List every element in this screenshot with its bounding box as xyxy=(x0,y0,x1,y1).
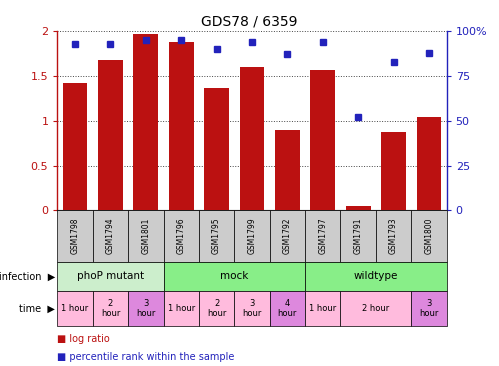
Bar xyxy=(199,210,235,262)
Text: wildtype: wildtype xyxy=(354,271,398,281)
Bar xyxy=(164,262,305,291)
Bar xyxy=(57,291,93,326)
Bar xyxy=(204,89,229,210)
Bar xyxy=(240,67,264,210)
Bar xyxy=(269,291,305,326)
Text: GSM1799: GSM1799 xyxy=(248,218,256,254)
Text: time  ▶: time ▶ xyxy=(19,303,55,313)
Text: GSM1800: GSM1800 xyxy=(425,218,434,254)
Bar xyxy=(235,210,269,262)
Text: 3
hour: 3 hour xyxy=(419,299,439,318)
Bar xyxy=(128,210,164,262)
Text: GDS78 / 6359: GDS78 / 6359 xyxy=(201,15,298,29)
Bar xyxy=(305,291,340,326)
Text: 1 hour: 1 hour xyxy=(309,304,336,313)
Text: 2
hour: 2 hour xyxy=(207,299,227,318)
Text: GSM1797: GSM1797 xyxy=(318,218,327,254)
Text: 1 hour: 1 hour xyxy=(61,304,89,313)
Text: GSM1793: GSM1793 xyxy=(389,218,398,254)
Bar xyxy=(199,291,235,326)
Bar xyxy=(381,131,406,210)
Bar xyxy=(93,291,128,326)
Bar xyxy=(164,210,199,262)
Text: phoP mutant: phoP mutant xyxy=(77,271,144,281)
Bar xyxy=(169,42,194,210)
Text: ■ percentile rank within the sample: ■ percentile rank within the sample xyxy=(57,352,235,362)
Bar xyxy=(417,117,441,210)
Text: GSM1791: GSM1791 xyxy=(354,218,363,254)
Bar xyxy=(57,262,164,291)
Bar xyxy=(305,262,447,291)
Bar xyxy=(235,291,269,326)
Text: GSM1801: GSM1801 xyxy=(141,218,150,254)
Text: GSM1798: GSM1798 xyxy=(70,218,79,254)
Bar xyxy=(275,130,300,210)
Text: GSM1796: GSM1796 xyxy=(177,218,186,254)
Text: mock: mock xyxy=(220,271,249,281)
Bar xyxy=(346,206,371,210)
Bar xyxy=(269,210,305,262)
Text: 4
hour: 4 hour xyxy=(277,299,297,318)
Bar xyxy=(63,83,87,210)
Bar xyxy=(340,291,411,326)
Bar xyxy=(411,291,447,326)
Text: ■ log ratio: ■ log ratio xyxy=(57,333,110,344)
Text: GSM1794: GSM1794 xyxy=(106,218,115,254)
Bar xyxy=(133,34,158,210)
Bar xyxy=(411,210,447,262)
Bar xyxy=(98,60,123,210)
Text: infection  ▶: infection ▶ xyxy=(0,271,55,281)
Bar xyxy=(57,210,93,262)
Bar xyxy=(305,210,340,262)
Text: GSM1795: GSM1795 xyxy=(212,218,221,254)
Bar xyxy=(310,70,335,210)
Bar xyxy=(164,291,199,326)
Bar xyxy=(376,210,411,262)
Text: 2
hour: 2 hour xyxy=(101,299,120,318)
Text: GSM1792: GSM1792 xyxy=(283,218,292,254)
Text: 1 hour: 1 hour xyxy=(168,304,195,313)
Bar xyxy=(340,210,376,262)
Bar xyxy=(128,291,164,326)
Text: 3
hour: 3 hour xyxy=(243,299,261,318)
Text: 3
hour: 3 hour xyxy=(136,299,156,318)
Text: 2 hour: 2 hour xyxy=(362,304,389,313)
Bar xyxy=(93,210,128,262)
